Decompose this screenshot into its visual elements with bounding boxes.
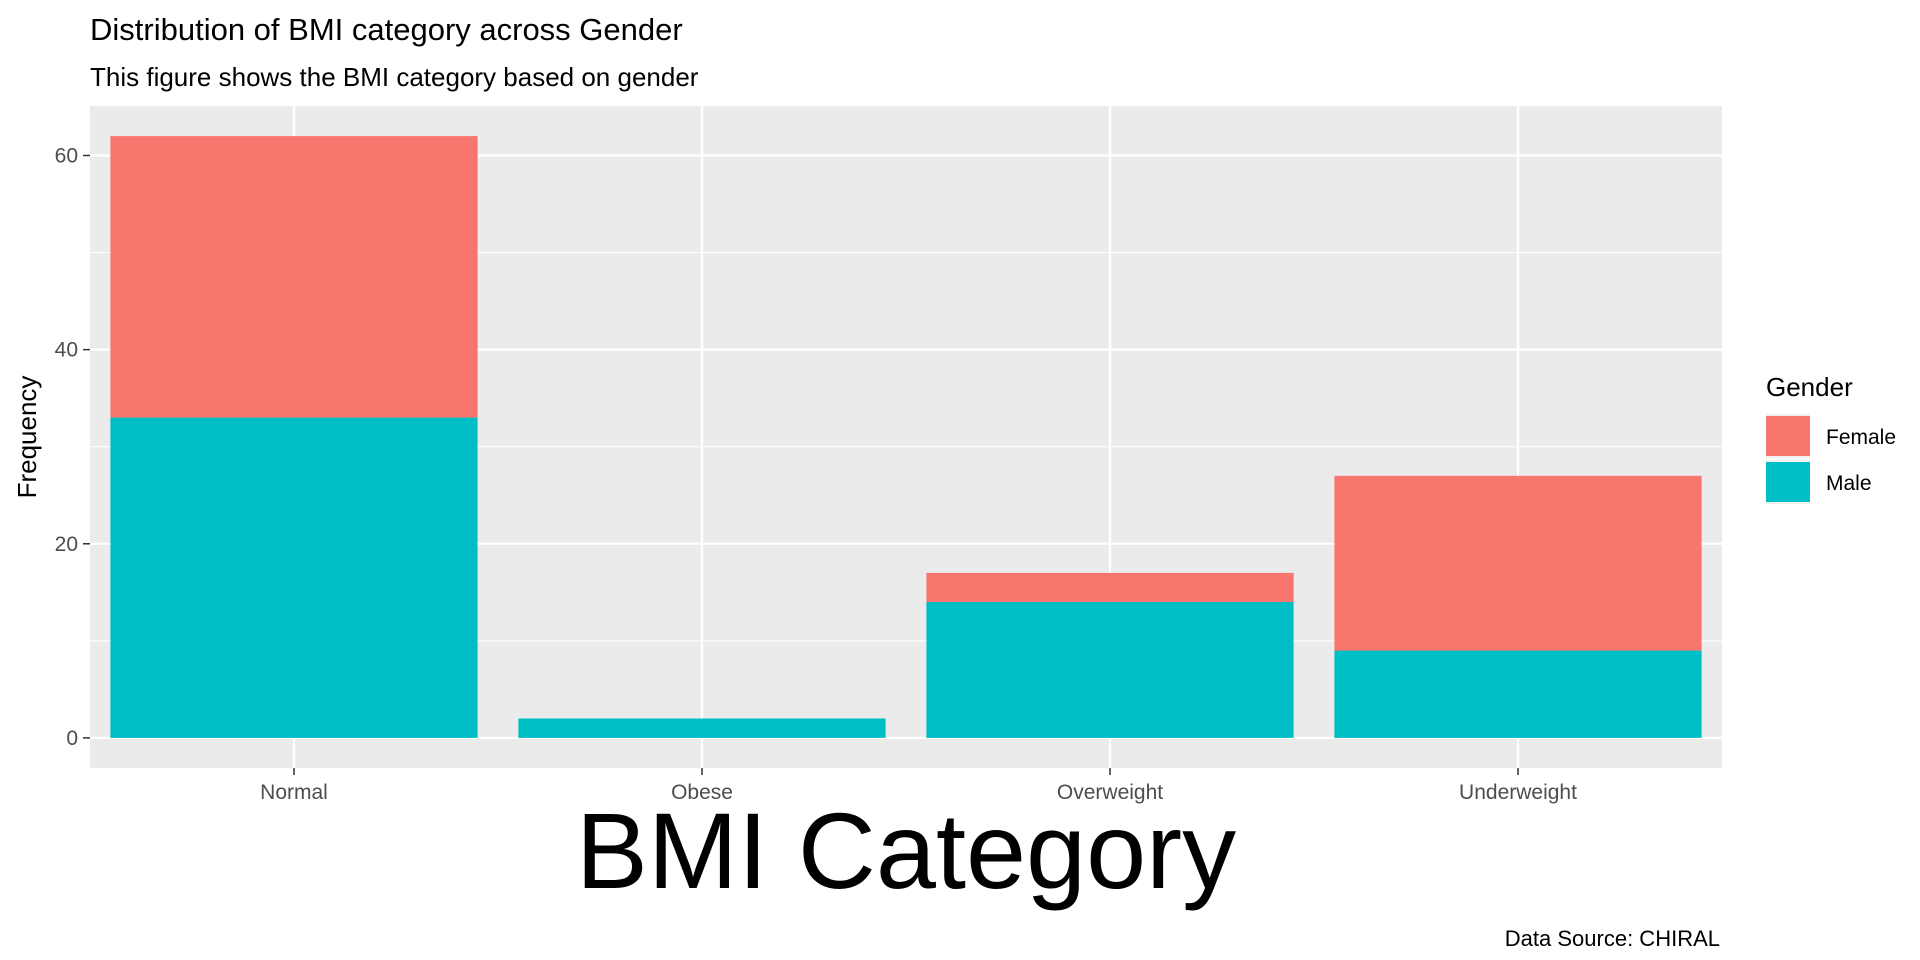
y-axis-title: Frequency bbox=[12, 376, 42, 499]
y-tick-label: 60 bbox=[55, 145, 78, 168]
x-axis-title: BMI Category bbox=[576, 790, 1236, 911]
bar-underweight-female bbox=[1334, 475, 1702, 651]
x-tick-label: Obese bbox=[671, 781, 733, 804]
legend-label-female: Female bbox=[1826, 426, 1896, 449]
bar-obese-male bbox=[518, 718, 886, 738]
y-tick-label: 20 bbox=[55, 533, 78, 556]
y-axis: 0 20 40 60 bbox=[55, 145, 90, 750]
bar-overweight-male bbox=[926, 602, 1294, 738]
legend-label-male: Male bbox=[1826, 472, 1872, 495]
x-axis: Normal Obese Overweight Underweight bbox=[260, 768, 1577, 804]
bars bbox=[110, 136, 1702, 738]
bar-normal-female bbox=[110, 136, 478, 418]
bar-underweight-male bbox=[1334, 650, 1702, 738]
chart-subtitle: This figure shows the BMI category based… bbox=[90, 62, 699, 92]
legend-title: Gender bbox=[1766, 372, 1853, 402]
legend-items: Female Male bbox=[1766, 414, 1896, 504]
x-tick-label: Underweight bbox=[1459, 781, 1577, 804]
caption: Data Source: CHIRAL bbox=[1505, 926, 1720, 951]
bar-overweight-female bbox=[926, 572, 1294, 603]
bar-normal-male bbox=[110, 417, 478, 738]
x-tick-label: Normal bbox=[260, 781, 328, 804]
y-tick-label: 40 bbox=[55, 339, 78, 362]
legend-swatch-female bbox=[1766, 416, 1810, 456]
x-tick-label: Overweight bbox=[1057, 781, 1163, 804]
chart-title: Distribution of BMI category across Gend… bbox=[90, 12, 683, 47]
legend: Gender Female Male bbox=[1766, 372, 1896, 504]
legend-swatch-male bbox=[1766, 462, 1810, 502]
y-tick-label: 0 bbox=[66, 727, 78, 750]
